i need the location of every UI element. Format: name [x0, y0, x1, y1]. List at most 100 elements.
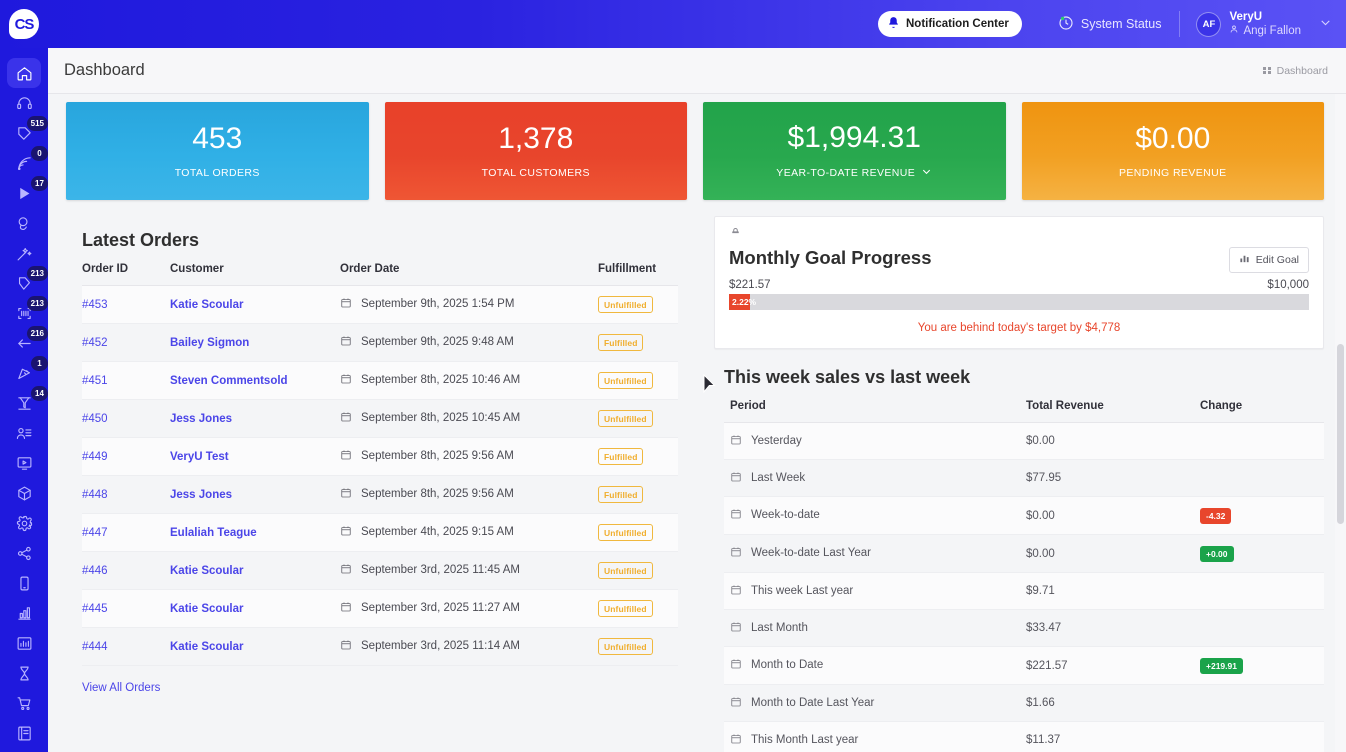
customer-link[interactable]: Bailey Sigmon	[170, 336, 250, 349]
table-row[interactable]: This Month Last year $11.37	[724, 721, 1324, 752]
logo[interactable]: CS	[0, 9, 48, 39]
table-row[interactable]: Week-to-date $0.00 -4.32	[724, 496, 1324, 535]
stat-label: TOTAL ORDERS	[175, 167, 260, 179]
sidebar-item-cart[interactable]	[7, 688, 41, 718]
customer-link[interactable]: Katie Scoular	[170, 298, 244, 311]
sidebar-item-media[interactable]	[7, 448, 41, 478]
order-id-link[interactable]: #446	[82, 564, 108, 577]
user-menu[interactable]: AF VeryU Angi Fallon	[1180, 10, 1332, 39]
sidebar-item-videos[interactable]: 17	[7, 176, 48, 208]
order-id-cell: #453	[82, 285, 170, 324]
chevron-down-icon[interactable]	[921, 166, 932, 180]
period-cell: Week-to-date Last Year	[724, 534, 1026, 573]
breadcrumb[interactable]: Dashboard	[1263, 65, 1328, 77]
table-row[interactable]: Month to Date $221.57 +219.91	[724, 646, 1324, 685]
sidebar-item-history[interactable]	[7, 658, 41, 688]
stat-card-total-customers[interactable]: 1,378 TOTAL CUSTOMERS	[384, 102, 687, 200]
tag-alt-icon	[16, 275, 33, 292]
person-icon	[1229, 24, 1239, 38]
sidebar-item-magic[interactable]	[7, 238, 41, 268]
change-cell	[1200, 609, 1324, 647]
sidebar-item-waterfall[interactable]: 14	[7, 386, 48, 418]
order-id-link[interactable]: #448	[82, 488, 108, 501]
page-scrollbar-thumb[interactable]	[1337, 344, 1344, 524]
table-row[interactable]: Week-to-date Last Year $0.00 +0.00	[724, 534, 1324, 573]
sidebar-item-home[interactable]	[7, 58, 41, 88]
fulfillment-cell: Unfulfilled	[598, 513, 678, 552]
table-row[interactable]: Last Week $77.95	[724, 459, 1324, 497]
table-row[interactable]: This week Last year $9.71	[724, 572, 1324, 610]
sidebar-item-comments[interactable]	[7, 208, 41, 238]
customer-link[interactable]: Katie Scoular	[170, 564, 244, 577]
sidebar-item-scanner[interactable]: 213	[7, 296, 48, 328]
order-id-link[interactable]: #444	[82, 640, 108, 653]
order-id-link[interactable]: #450	[82, 412, 108, 425]
revenue-cell: $33.47	[1026, 609, 1200, 647]
lock-icon	[729, 227, 742, 244]
table-row[interactable]: Yesterday $0.00	[724, 422, 1324, 460]
order-id-cell: #444	[82, 627, 170, 666]
period-cell: Yesterday	[724, 422, 1026, 460]
order-id-link[interactable]: #445	[82, 602, 108, 615]
sidebar-item-coupons[interactable]: 213	[7, 266, 48, 298]
calendar-icon	[730, 508, 742, 523]
table-row[interactable]: #450 Jess Jones September 8th, 2025 10:45 …	[82, 399, 678, 438]
sidebar-item-returns[interactable]: 216	[7, 326, 48, 358]
order-id-link[interactable]: #452	[82, 336, 108, 349]
customer-link[interactable]: Steven Commentsold	[170, 374, 288, 387]
customer-link[interactable]: Jess Jones	[170, 412, 233, 425]
sidebar-item-support[interactable]	[7, 88, 41, 118]
latest-orders-table: Order ID Customer Order Date Fulfillment…	[82, 263, 678, 666]
goal-progress-label: 2.22%	[732, 297, 757, 307]
sidebar-item-products[interactable]	[7, 478, 41, 508]
sidebar-item-messages[interactable]: 515	[7, 116, 48, 148]
week-sales-table: Period Total Revenue Change Yesterday $0.…	[724, 400, 1324, 752]
sidebar-item-mobile[interactable]	[7, 568, 41, 598]
order-id-link[interactable]: #451	[82, 374, 108, 387]
table-row[interactable]: #453 Katie Scoular September 9th, 2025 1:5…	[82, 285, 678, 324]
order-id-link[interactable]: #447	[82, 526, 108, 539]
customer-link[interactable]: Jess Jones	[170, 488, 233, 501]
calendar-icon	[730, 584, 742, 599]
sidebar-item-live[interactable]: 0	[7, 146, 48, 178]
stat-card-pending-revenue[interactable]: $0.00 PENDING REVENUE	[1021, 102, 1324, 200]
table-row[interactable]: #444 Katie Scoular September 3rd, 2025 11:…	[82, 627, 678, 666]
table-row[interactable]: #449 VeryU Test September 8th, 2025 9:56 A…	[82, 437, 678, 476]
topbar-right-group: Notification Center System Status AF Ver…	[877, 0, 1346, 48]
customer-link[interactable]: Katie Scoular	[170, 602, 244, 615]
view-all-orders-link[interactable]: View All Orders	[82, 682, 161, 694]
notification-center-button[interactable]: Notification Center	[877, 11, 1022, 37]
chevron-down-icon[interactable]	[1319, 16, 1332, 32]
table-row[interactable]: #447 Eulaliah Teague September 4th, 2025 9…	[82, 513, 678, 552]
table-row[interactable]: #451 Steven Commentsold September 8th, 202…	[82, 361, 678, 400]
status-badge: Unfulfilled	[598, 296, 653, 313]
order-date-cell: September 9th, 2025 9:48 AM	[340, 323, 598, 362]
sidebar-item-share[interactable]	[7, 538, 41, 568]
change-cell: +0.00	[1200, 534, 1324, 573]
table-row[interactable]: Last Month $33.47	[724, 609, 1324, 647]
customer-link[interactable]: Katie Scoular	[170, 640, 244, 653]
sidebar-item-settings[interactable]	[7, 508, 41, 538]
stat-card-total-orders[interactable]: 453 TOTAL ORDERS	[66, 102, 369, 200]
page-scrollbar[interactable]	[1335, 94, 1346, 752]
customer-link[interactable]: Eulaliah Teague	[170, 526, 257, 539]
table-row[interactable]: #445 Katie Scoular September 3rd, 2025 11:…	[82, 589, 678, 628]
system-status-button[interactable]: System Status	[1040, 15, 1180, 34]
sidebar-item-analytics[interactable]	[7, 598, 41, 628]
order-date-cell: September 3rd, 2025 11:45 AM	[340, 551, 598, 590]
sidebar-item-reports[interactable]	[7, 628, 41, 658]
table-row[interactable]: #446 Katie Scoular September 3rd, 2025 11:…	[82, 551, 678, 590]
customer-link[interactable]: VeryU Test	[170, 450, 229, 463]
status-badge: Unfulfilled	[598, 562, 653, 579]
table-row[interactable]: #448 Jess Jones September 8th, 2025 9:56 A…	[82, 475, 678, 514]
table-row[interactable]: #452 Bailey Sigmon September 9th, 2025 9:4…	[82, 323, 678, 362]
order-id-link[interactable]: #449	[82, 450, 108, 463]
stat-card-year-to-date-revenue[interactable]: $1,994.31 YEAR-TO-DATE REVENUE	[703, 102, 1006, 200]
sidebar-item-promotions[interactable]: 1	[7, 356, 48, 388]
sidebar-item-docs[interactable]	[7, 718, 41, 748]
stat-label: YEAR-TO-DATE REVENUE	[776, 166, 932, 180]
edit-goal-button[interactable]: Edit Goal	[1228, 247, 1309, 273]
sidebar-item-customers[interactable]	[7, 418, 41, 448]
order-id-link[interactable]: #453	[82, 298, 108, 311]
table-row[interactable]: Month to Date Last Year $1.66	[724, 684, 1324, 722]
